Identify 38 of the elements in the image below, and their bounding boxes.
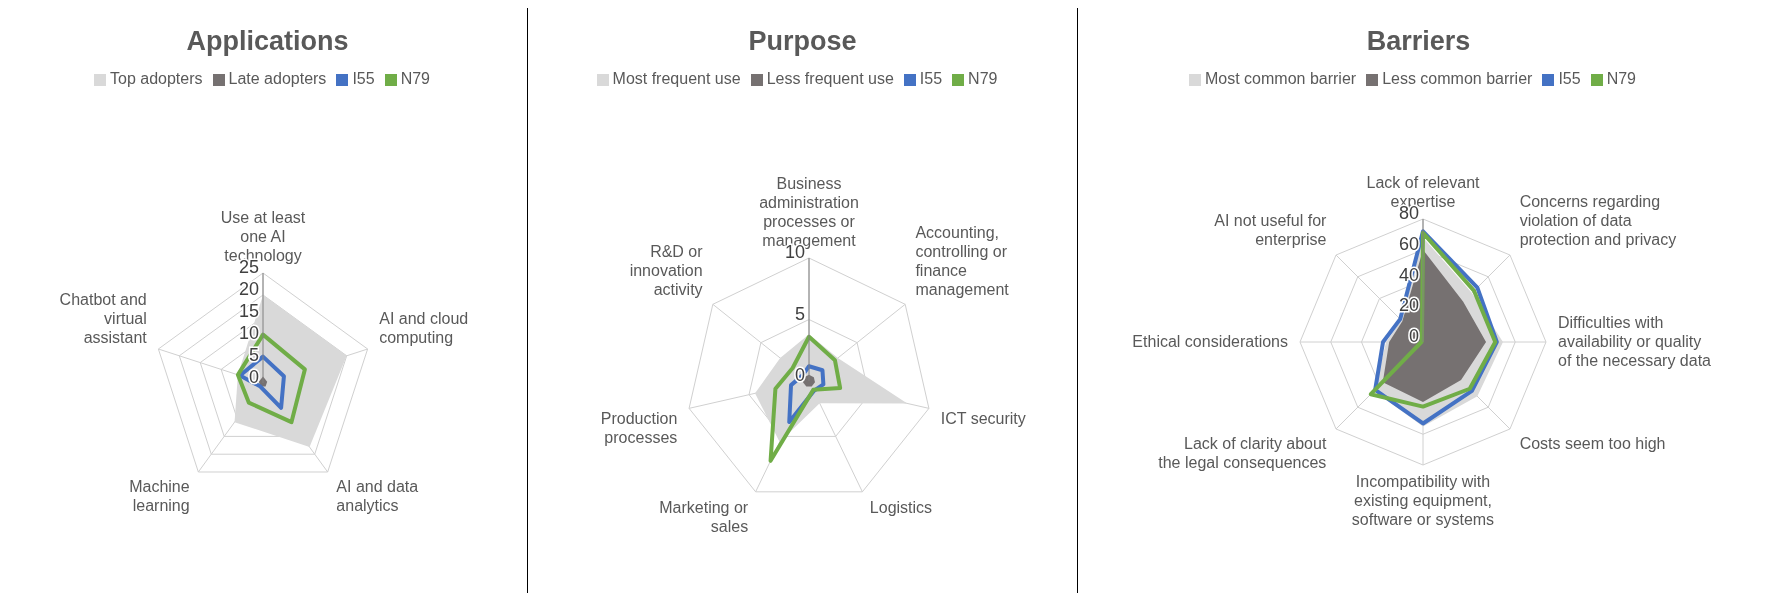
legend-label: Most common barrier: [1204, 70, 1357, 87]
spoke-label: AI not useful for enterprise: [1214, 212, 1328, 249]
y-tick-label: 5: [794, 303, 805, 324]
legend-label: Top adopters: [110, 70, 203, 87]
chart-title: Purpose: [747, 25, 858, 58]
spoke-label: Lack of clarity about the legal consequences: [1158, 434, 1327, 471]
spoke-label: AI and cloud computing: [379, 309, 469, 346]
legend-label: I55: [1558, 70, 1581, 87]
chart-title: Applications: [185, 25, 350, 58]
spoke-label: AI and data analytics: [336, 478, 419, 515]
legend-label: N79: [1606, 70, 1637, 87]
spoke-label: Ethical considerations: [1132, 333, 1288, 350]
legend-label: N79: [968, 70, 998, 87]
legend-label: N79: [400, 70, 430, 87]
legend-label: Less frequent use: [766, 70, 894, 87]
legend-label: I55: [352, 70, 375, 87]
spoke-label: Difficulties with availability or quality of the necessary data: [1558, 314, 1712, 369]
y-tick-label: 0: [1408, 326, 1419, 346]
y-tick-label: 10: [238, 323, 259, 343]
y-tick-label: 15: [238, 301, 259, 321]
legend-label: Most frequent use: [612, 70, 741, 87]
spoke-label: Marketing or sales: [659, 499, 749, 536]
y-tick-label: 20: [238, 279, 259, 299]
spoke-label: Logistics: [869, 499, 933, 517]
y-tick-label: 60: [1398, 233, 1419, 254]
legend-label: Less common barrier: [1382, 70, 1533, 87]
spoke-label: Incompatibility with existing equipment, software or systems: [1351, 473, 1495, 528]
spoke-label: Accounting, controlling or finance management: [915, 224, 1010, 299]
chart-title: Barriers: [1365, 25, 1472, 58]
legend-label: Late adopters: [228, 70, 327, 87]
spoke-label: Production processes: [600, 410, 678, 447]
spoke-label: Concerns regarding violation of data protection and privacy: [1519, 193, 1677, 249]
spoke-label: R&D or innovation activity: [629, 243, 704, 299]
spoke-label: ICT security: [940, 410, 1026, 428]
spoke-label: Machine learning: [129, 478, 190, 515]
spoke-label: Chatbot and virtual assistant: [59, 290, 148, 346]
legend-label: I55: [919, 70, 943, 87]
spoke-label: Costs seem too high: [1519, 434, 1666, 452]
